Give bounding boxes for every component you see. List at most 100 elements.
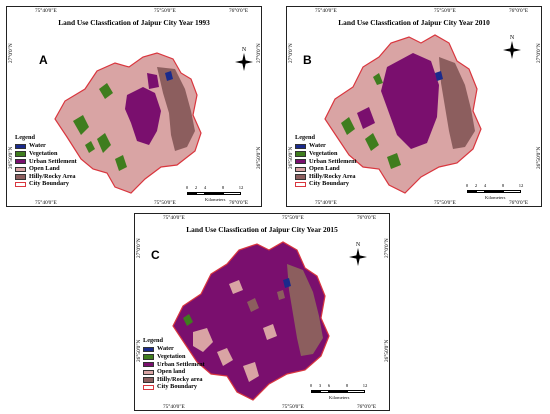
map-panel-a: Land Use Classfication of Jaipur City Ye… [6, 6, 262, 207]
urban-swatch [15, 159, 26, 165]
coord-right-2: 26°50'0"N [384, 339, 390, 362]
legend-title: Legend [15, 134, 35, 141]
scale-unit: Kilometers [329, 395, 350, 400]
coord-top-3: 76°0'0"E [229, 8, 249, 14]
scale-segment [347, 390, 365, 393]
coord-top-1: 75°40'0"E [163, 215, 185, 221]
hilly-swatch [143, 377, 154, 383]
scale-segment [196, 192, 205, 195]
legend-item-vegetation: Vegetation [15, 150, 77, 158]
legend-item-hilly: Hilly/Rocky Area [295, 173, 357, 181]
legend-label: Urban Settlement [29, 157, 77, 165]
legend-item-urban: Urban Settlement [295, 158, 357, 166]
legend-item-open-land: Open land [143, 368, 205, 377]
land-use-map-1993 [54, 52, 202, 194]
north-label: N [356, 242, 361, 248]
boundary-swatch [295, 181, 306, 188]
scale-tick: 6 [327, 383, 331, 388]
coord-right-1: 27°0'0"N [384, 238, 390, 258]
legend-label: Open Land [29, 165, 60, 173]
coord-top-3: 76°0'0"E [509, 8, 529, 14]
scale-segment [476, 190, 485, 193]
coord-top-1: 75°40'0"E [315, 8, 337, 14]
legend-item-boundary: City Boundary [143, 384, 205, 392]
legend-label: Urban Settlement [157, 360, 205, 368]
legend-item-water: Water [15, 143, 77, 151]
scale-tick: 3 [318, 383, 322, 388]
coord-bottom-2: 75°50'0"E [154, 200, 176, 206]
scale-tick: 12 [518, 183, 524, 188]
scale-bar: 0 2 4 8 12 Kilometers [466, 183, 533, 203]
legend-item-urban: Urban Settlement [143, 361, 205, 369]
legend-label: Hilly/Rocky area [157, 375, 203, 383]
map-panel-b: Land Use Classfication of Jaipur City Ye… [286, 6, 542, 207]
coord-bottom-2: 75°50'0"E [282, 404, 304, 410]
legend-item-vegetation: Vegetation [143, 353, 205, 361]
map-legend: Legend Water Vegetation Urban Settlement… [143, 337, 205, 392]
legend-item-urban: Urban Settlement [15, 158, 77, 166]
coord-left-2: 26°50'0"N [288, 146, 294, 169]
legend-item-vegetation: Vegetation [295, 150, 357, 158]
legend-item-boundary: City Boundary [15, 181, 77, 189]
legend-title: Legend [295, 134, 315, 141]
scale-tick: 8 [345, 383, 349, 388]
legend-label: City Boundary [29, 180, 70, 188]
coord-top-2: 75°50'0"E [434, 8, 456, 14]
map-title: Land Use Classfication of Jaipur City Ye… [338, 18, 490, 27]
coord-right-2: 26°50'0"N [536, 146, 542, 169]
coord-left-2: 26°50'0"N [136, 339, 142, 362]
coord-top-2: 75°50'0"E [154, 8, 176, 14]
north-label: N [510, 35, 515, 41]
map-title: Land Use Classfication of Jaipur City Ye… [186, 225, 338, 234]
scale-bar: 0 2 4 8 12 Kilometers [185, 185, 253, 205]
water-swatch [295, 143, 306, 150]
legend-item-boundary: City Boundary [295, 181, 357, 189]
legend-item-open-land: Open Land [15, 165, 77, 174]
legend-item-water: Water [143, 346, 205, 354]
north-label: N [242, 47, 247, 53]
coord-left-2: 26°50'0"N [8, 146, 14, 169]
vegetation-swatch [15, 151, 26, 157]
scale-segment [329, 390, 347, 393]
scale-segment [223, 192, 241, 195]
vegetation-swatch [295, 151, 306, 157]
coord-top-2: 75°50'0"E [282, 215, 304, 221]
coord-bottom-1: 75°40'0"E [35, 200, 57, 206]
hilly-swatch [15, 174, 26, 180]
scale-tick: 12 [362, 383, 368, 388]
coord-left-1: 27°0'0"N [8, 43, 14, 63]
coord-top-1: 75°40'0"E [35, 8, 57, 14]
scale-tick: 0 [185, 185, 189, 190]
scale-segment [467, 190, 476, 193]
north-arrow: N [231, 45, 257, 73]
boundary-swatch [143, 384, 154, 391]
coord-top-3: 76°0'0"E [357, 215, 377, 221]
coord-bottom-3: 76°0'0"E [357, 404, 377, 410]
scale-tick: 8 [221, 185, 225, 190]
panel-letter: B [303, 53, 312, 67]
scale-bar: 0 3 6 8 12 Kilometers [309, 383, 377, 403]
legend-label: Hilly/Rocky Area [309, 172, 356, 180]
scale-tick: 2 [474, 183, 478, 188]
coord-right-1: 27°0'0"N [536, 43, 542, 63]
scale-tick: 4 [483, 183, 487, 188]
legend-label: City Boundary [309, 180, 350, 188]
coord-left-1: 27°0'0"N [136, 238, 142, 258]
scale-segment [205, 192, 223, 195]
open-land-swatch [295, 166, 306, 173]
north-arrow: N [499, 33, 525, 61]
urban-swatch [143, 362, 154, 368]
legend-item-hilly: Hilly/Rocky Area [15, 173, 77, 181]
legend-label: Hilly/Rocky Area [29, 172, 76, 180]
hilly-swatch [295, 174, 306, 180]
coord-bottom-3: 76°0'0"E [509, 200, 529, 206]
urban-swatch [295, 159, 306, 165]
scale-tick: 4 [203, 185, 207, 190]
scale-tick: 0 [309, 383, 313, 388]
scale-segment [485, 190, 503, 193]
map-legend: Legend Water Vegetation Urban Settlement… [295, 134, 357, 189]
north-arrow: N [345, 240, 371, 268]
water-swatch [15, 143, 26, 150]
legend-label: Open Land [309, 165, 340, 173]
scale-segment [187, 192, 196, 195]
